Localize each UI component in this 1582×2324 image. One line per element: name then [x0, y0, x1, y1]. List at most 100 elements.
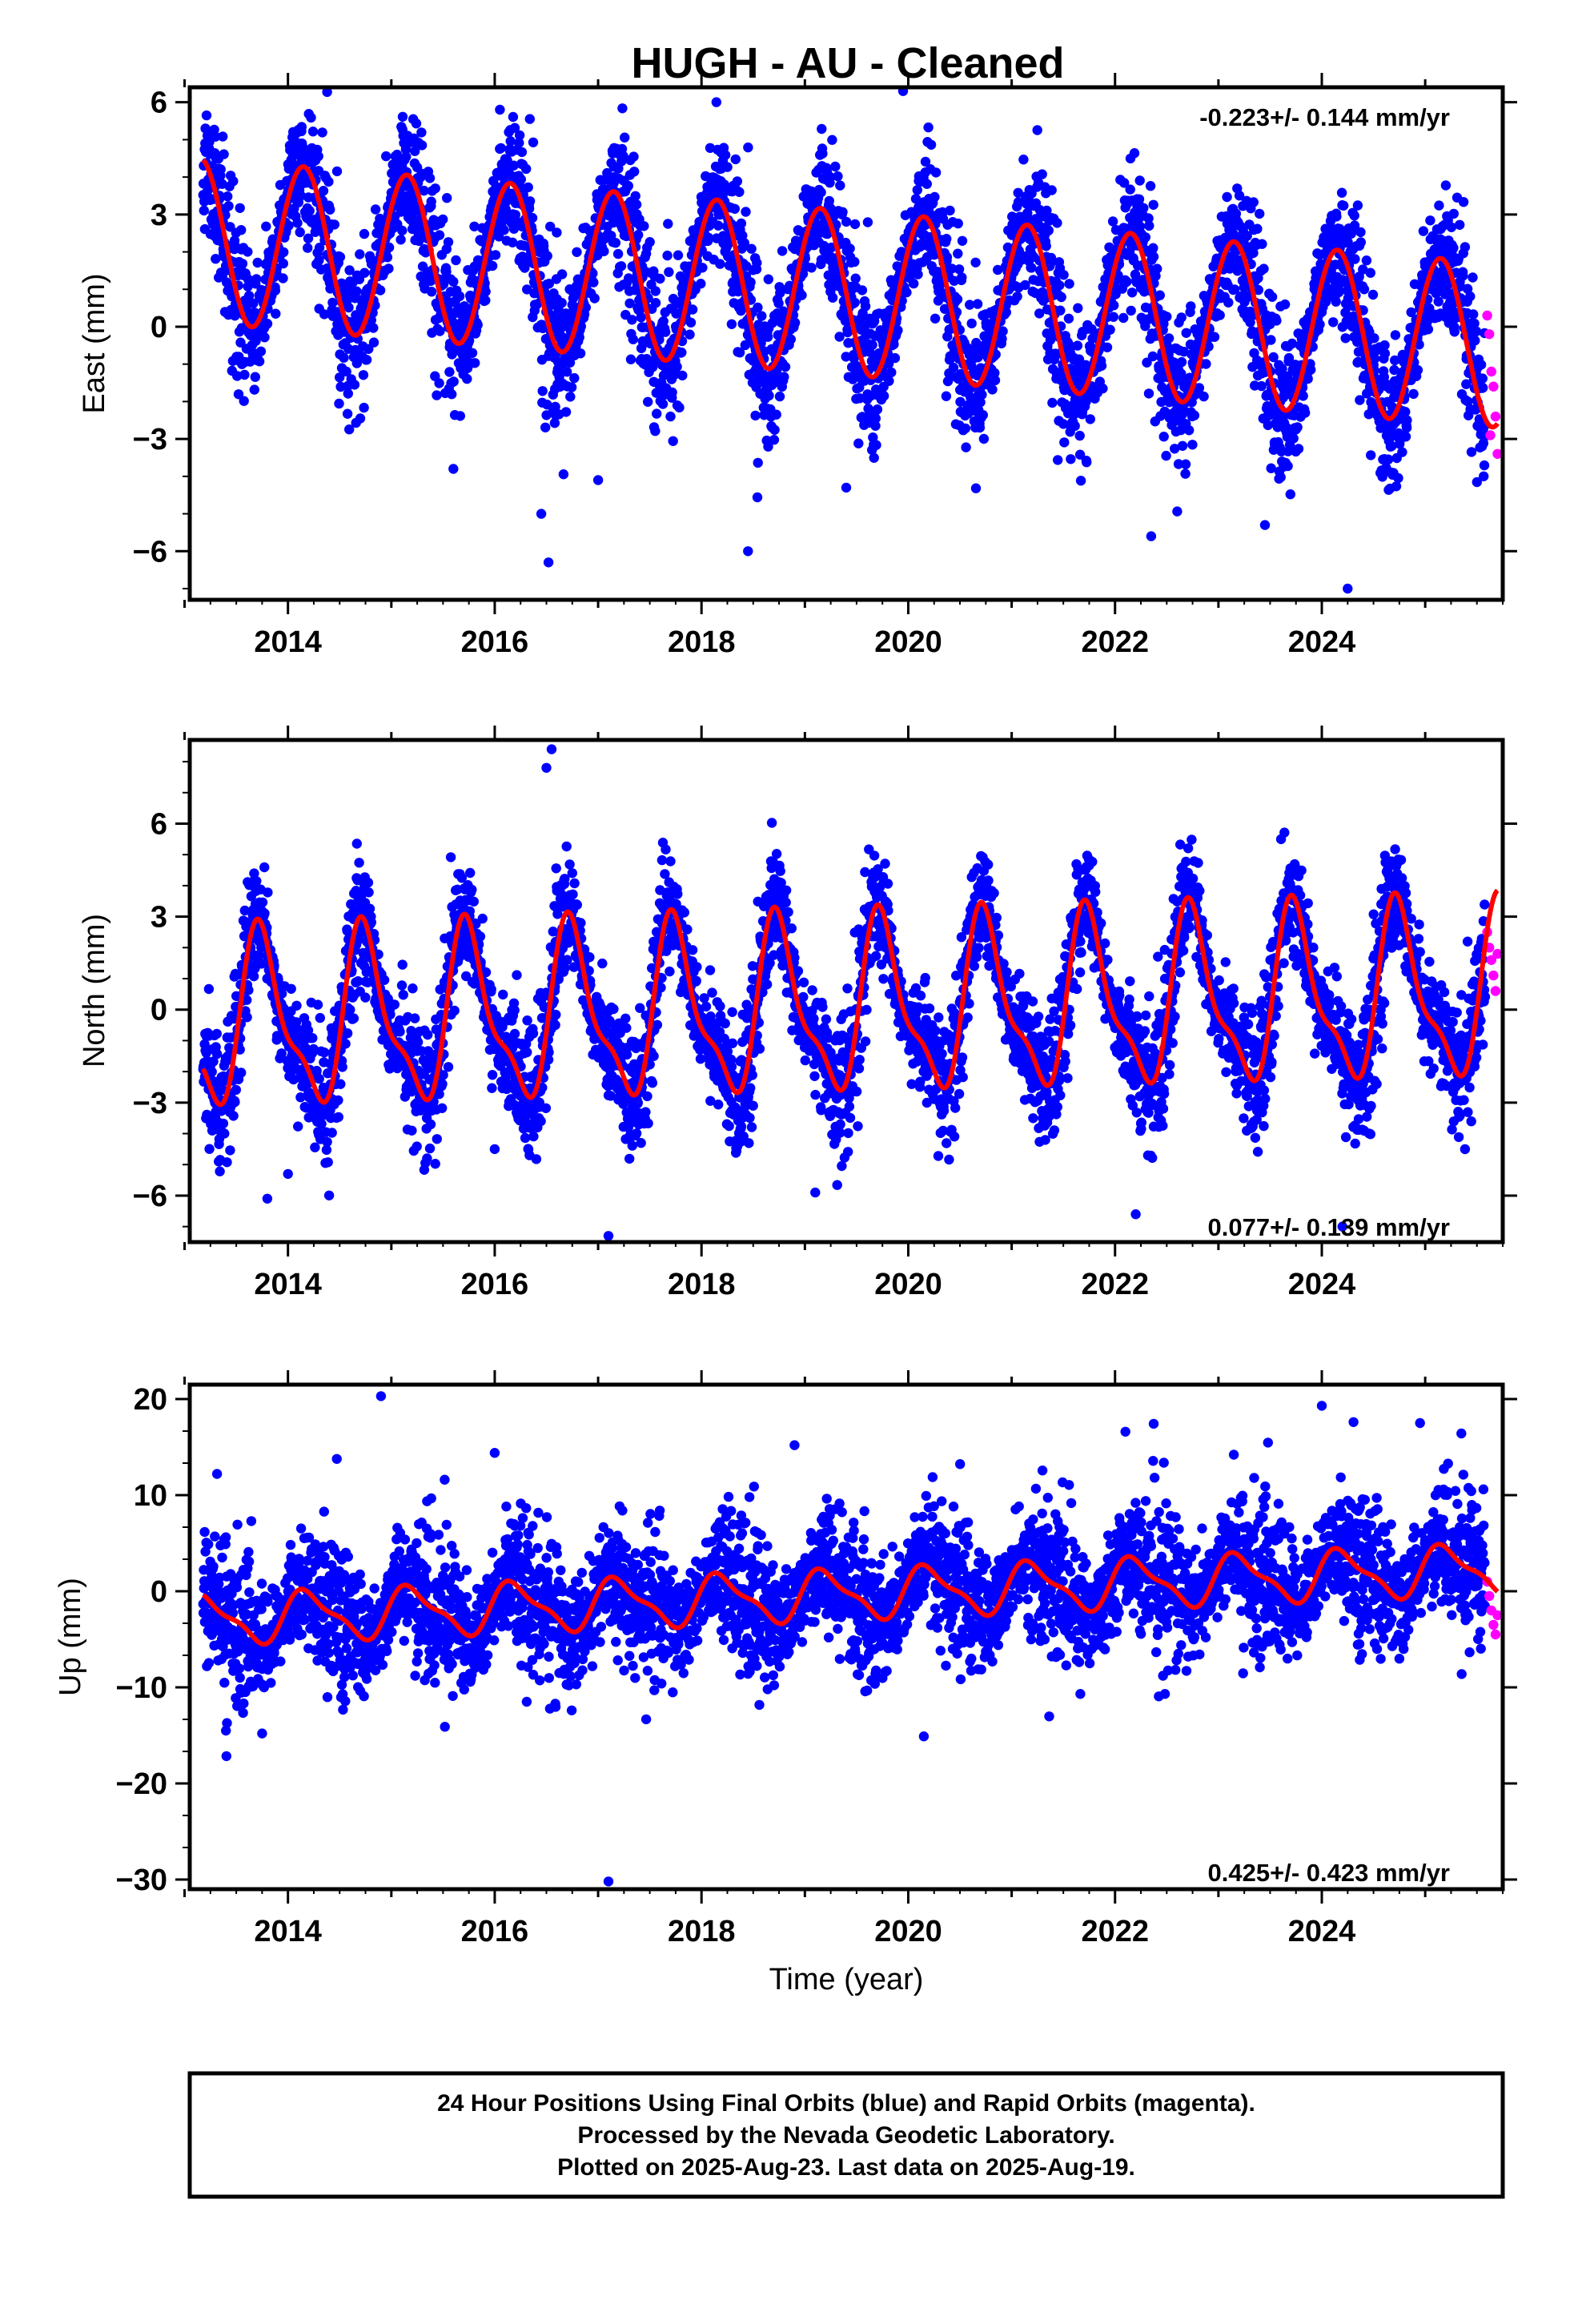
- east-final-point: [426, 287, 437, 297]
- east-final-point: [1466, 447, 1477, 457]
- east-final-point: [1199, 391, 1209, 402]
- east-final-point: [1118, 312, 1129, 324]
- chart-title: HUGH - AU - Cleaned: [631, 39, 1064, 87]
- east-final-point: [655, 273, 665, 284]
- east-final-point: [713, 220, 724, 231]
- east-final-point: [1231, 208, 1242, 219]
- east-final-point: [948, 362, 959, 373]
- east-final-point: [304, 206, 315, 216]
- east-final-point: [1400, 407, 1411, 417]
- east-final-point: [1288, 433, 1299, 444]
- east-final-point: [657, 399, 669, 409]
- east-final-point: [1066, 454, 1076, 464]
- east-final-point: [1365, 267, 1376, 278]
- east-final-point: [1046, 185, 1057, 195]
- east-final-point: [1423, 324, 1434, 335]
- east-final-point: [833, 171, 843, 182]
- east-final-point: [383, 242, 395, 253]
- east-final-point: [1339, 200, 1349, 211]
- east-final-point: [472, 320, 483, 330]
- east-final-point: [1102, 342, 1113, 352]
- north-final-point: [293, 1121, 303, 1132]
- east-final-point: [1178, 347, 1190, 357]
- north-final-point: [351, 838, 362, 849]
- east-final-point: [232, 371, 243, 381]
- east-final-point: [1349, 220, 1360, 231]
- east-final-point: [235, 337, 246, 348]
- east-final-point: [673, 250, 684, 260]
- east-final-point: [254, 356, 265, 367]
- east-final-point: [1369, 353, 1380, 364]
- east-x-tick-label: 2020: [874, 625, 942, 659]
- east-final-point: [516, 147, 528, 158]
- east-final-point: [243, 247, 253, 257]
- east-final-point: [1458, 197, 1469, 207]
- east-final-point: [630, 191, 640, 201]
- east-final-point: [1343, 236, 1353, 247]
- east-final-point: [1257, 239, 1267, 249]
- east-final-point: [769, 424, 780, 435]
- east-final-point: [953, 248, 963, 259]
- east-final-point: [524, 114, 535, 124]
- north-final-point: [211, 1048, 223, 1059]
- east-final-point: [375, 285, 386, 296]
- east-final-point: [930, 167, 942, 178]
- east-final-point: [998, 326, 1008, 336]
- north-final-point: [204, 1144, 215, 1154]
- east-final-point: [1096, 360, 1107, 371]
- east-final-point: [741, 207, 751, 217]
- east-final-point: [763, 441, 773, 452]
- east-final-point: [1223, 297, 1234, 308]
- north-final-point: [230, 1096, 240, 1108]
- east-final-point: [1448, 243, 1459, 253]
- east-final-point: [884, 376, 894, 386]
- east-final-point: [1058, 270, 1069, 280]
- east-final-point: [965, 300, 975, 310]
- east-final-point: [514, 138, 524, 148]
- east-final-point: [537, 323, 548, 334]
- east-final-point: [419, 185, 429, 196]
- east-final-point: [1471, 326, 1482, 336]
- east-x-tick-label: 2016: [461, 625, 529, 659]
- east-final-point: [753, 302, 763, 313]
- north-final-point: [203, 983, 215, 995]
- east-final-point: [1350, 254, 1360, 264]
- east-final-point: [775, 287, 785, 298]
- east-final-point: [550, 401, 560, 412]
- north-final-point: [342, 1028, 353, 1039]
- east-final-point: [203, 58, 213, 67]
- east-final-point: [368, 337, 379, 348]
- east-final-point: [1072, 340, 1083, 351]
- east-final-point: [1203, 341, 1214, 352]
- east-final-point: [329, 219, 339, 230]
- east-final-point: [878, 391, 889, 401]
- east-final-point: [306, 112, 316, 123]
- east-final-point: [278, 273, 288, 283]
- east-final-point: [1013, 197, 1024, 207]
- east-final-point: [1110, 289, 1121, 300]
- east-final-point: [508, 237, 518, 247]
- east-final-point: [1126, 305, 1136, 316]
- east-final-point: [342, 408, 353, 419]
- east-final-point: [1367, 289, 1379, 300]
- east-final-point: [1054, 280, 1065, 291]
- east-final-point: [1414, 340, 1424, 350]
- east-final-point: [359, 402, 369, 413]
- east-final-point: [660, 327, 671, 337]
- east-final-point: [923, 122, 934, 133]
- north-final-point: [315, 1012, 325, 1023]
- east-final-point: [1425, 215, 1435, 226]
- east-final-point: [953, 218, 963, 229]
- east-final-point: [249, 384, 259, 395]
- east-final-point: [296, 122, 307, 132]
- east-final-point: [1075, 476, 1086, 486]
- north-final-point: [333, 1112, 343, 1123]
- east-final-point: [1334, 287, 1344, 298]
- east-final-point: [454, 291, 465, 302]
- east-final-point: [871, 440, 881, 450]
- east-final-point: [628, 151, 639, 162]
- east-final-point: [1390, 355, 1400, 366]
- east-final-point: [616, 261, 627, 271]
- east-final-point: [1379, 372, 1390, 382]
